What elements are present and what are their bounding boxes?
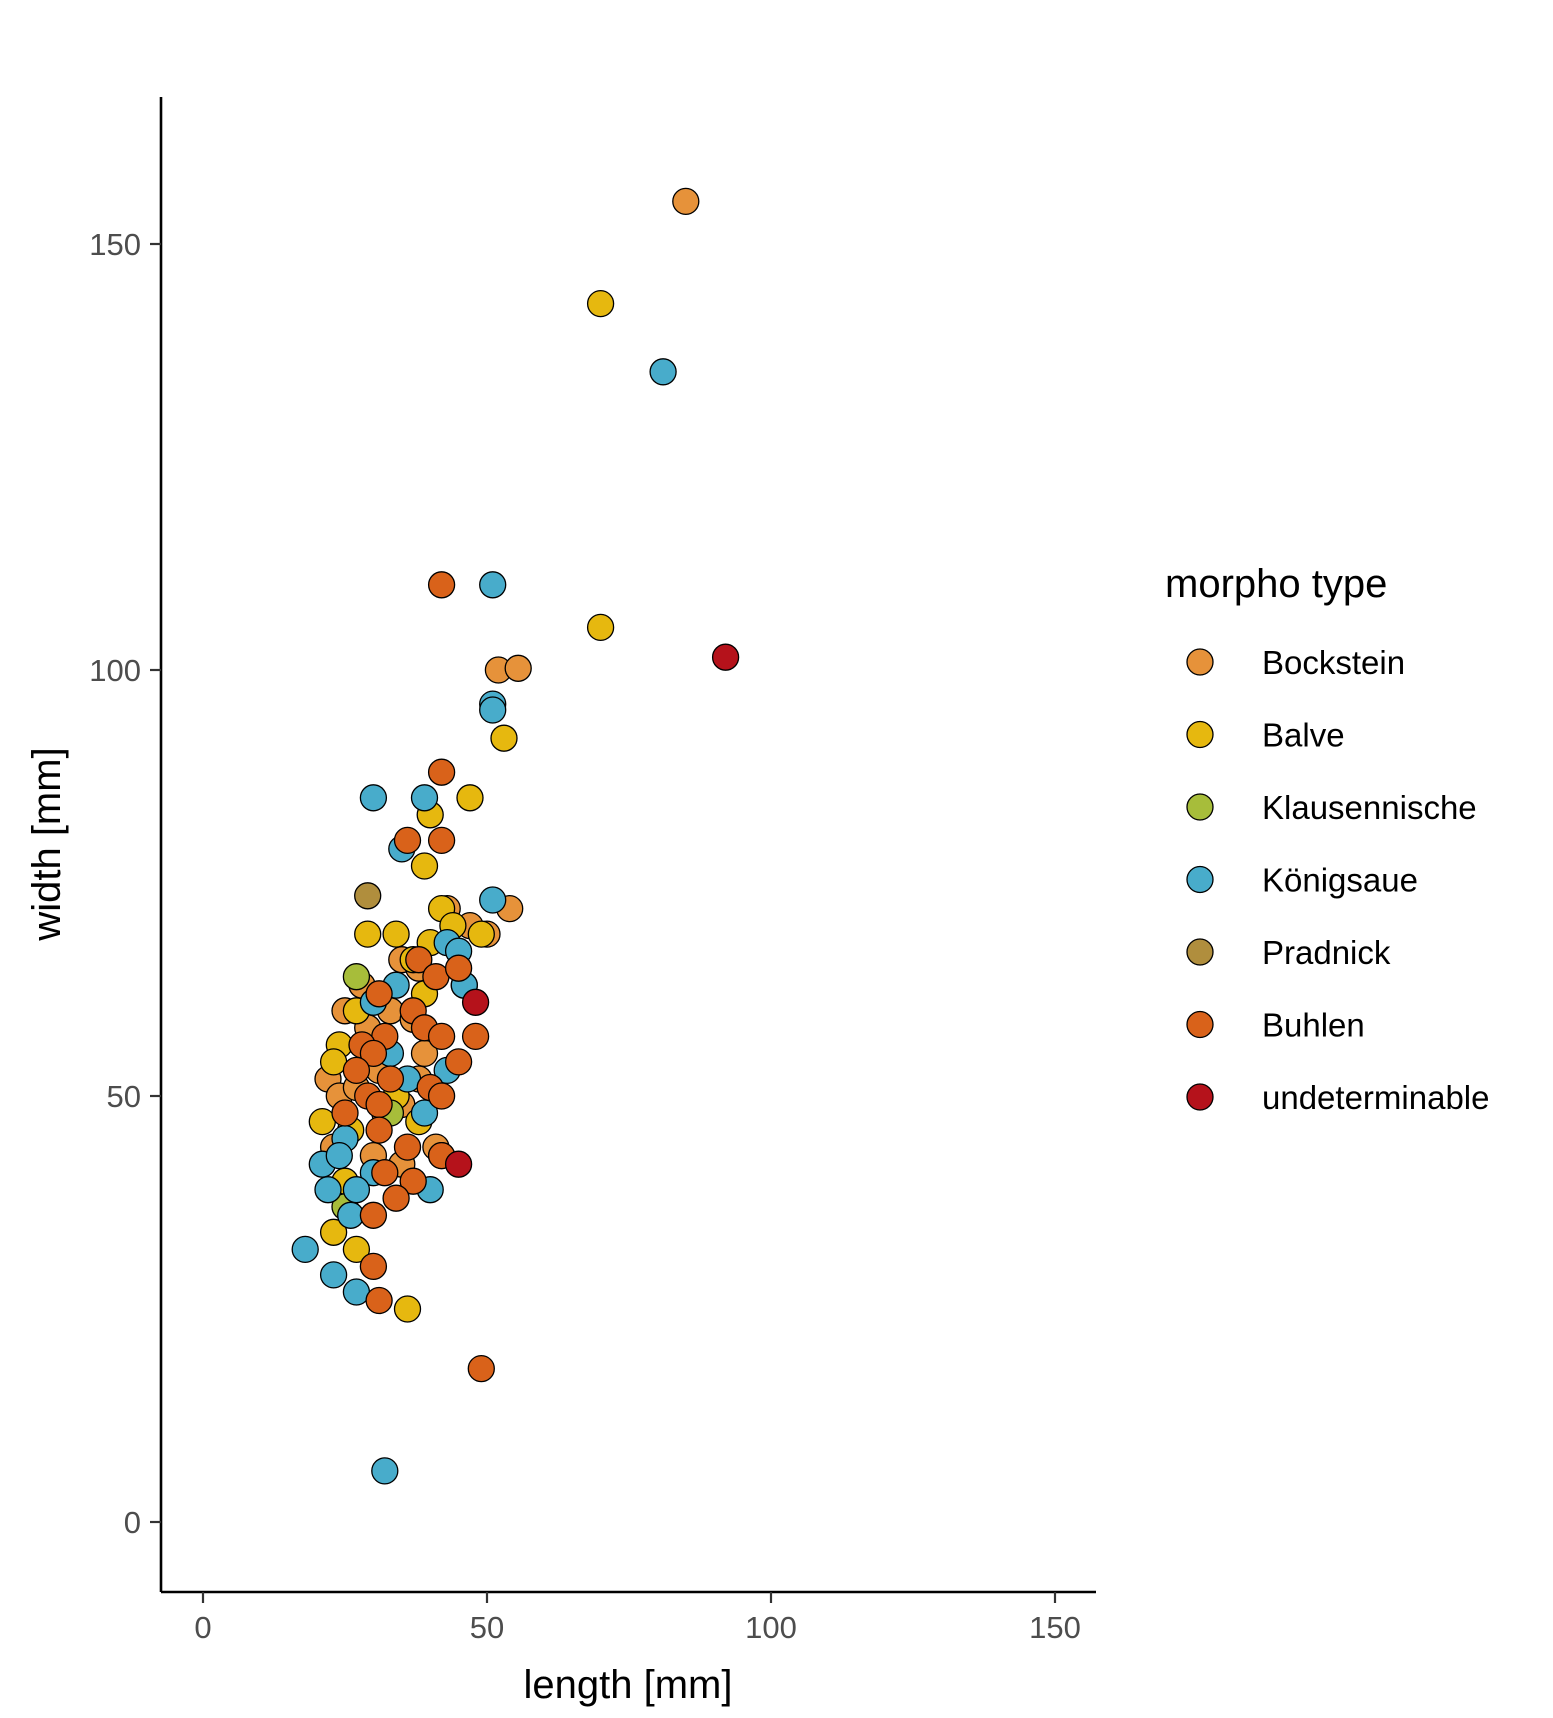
data-point-k-nigsaue [371,1457,399,1485]
data-point-klausennische [342,963,371,991]
data-point-buhlen [444,1048,473,1076]
data-point-buhlen [371,1159,399,1187]
data-point-buhlen [399,1167,427,1195]
data-point-buhlen [359,1201,388,1229]
legend-label-buhlen: Buhlen [1262,1007,1365,1044]
data-point-undeterminable [461,988,490,1016]
data-point-buhlen [365,1286,393,1315]
data-point-balve [319,1218,348,1246]
data-point-balve [354,920,382,948]
x-ticks-layer: 0 50 100 150 [194,1592,1081,1645]
data-point-balve [393,1295,422,1323]
data-point-balve [586,289,615,318]
data-point-buhlen [365,1090,393,1119]
legend-key-pradnick [1186,938,1214,966]
data-point-k-nigsaue [410,784,439,812]
data-point-buhlen [359,1039,388,1068]
y-tick-label: 50 [107,1079,141,1114]
x-tick-label: 0 [194,1610,211,1645]
data-point-buhlen [467,1354,495,1383]
data-point-k-nigsaue [479,696,507,724]
data-point-balve [456,784,484,812]
data-point-buhlen [427,1082,456,1110]
data-point-buhlen [393,826,422,855]
data-point-balve [467,920,495,948]
data-point-k-nigsaue [291,1235,319,1264]
data-point-buhlen [427,571,456,599]
data-point-k-nigsaue [359,784,388,812]
legend-key-k-nigsaue [1186,865,1214,894]
data-point-bockstein [672,187,700,216]
data-point-pradnick [354,882,382,910]
legend-label-balve: Balve [1262,717,1345,754]
legend-key-bockstein [1186,648,1214,676]
data-point-buhlen [427,826,456,855]
data-point-k-nigsaue [319,1261,348,1289]
legend-label-pradnick: Pradnick [1262,934,1391,971]
data-point-bockstein [504,654,532,682]
legend-key-buhlen [1186,1010,1214,1039]
data-point-buhlen [359,1252,388,1281]
y-tick-label: 0 [124,1505,141,1540]
data-point-balve [342,1235,371,1264]
legend-title: morpho type [1165,562,1387,606]
legend-label-k-nigsaue: Königsaue [1262,862,1418,899]
legend-key-klausennische [1186,793,1214,821]
data-point-balve [410,852,439,880]
x-tick-label: 50 [470,1610,504,1645]
data-point-balve [319,1048,348,1076]
data-point-k-nigsaue [410,1099,439,1127]
legend-label-undeterminable: undeterminable [1262,1079,1490,1116]
x-tick-label: 150 [1029,1610,1081,1645]
data-point-k-nigsaue [479,571,507,599]
y-ticks-layer: 0 50 100 150 [89,227,161,1540]
x-tick-label: 100 [745,1610,797,1645]
legend-key-undeterminable [1186,1083,1214,1111]
data-point-balve [382,920,410,948]
data-point-buhlen [342,1056,371,1085]
data-point-buhlen [444,954,473,982]
legend-key-balve [1186,720,1214,749]
data-point-k-nigsaue [479,886,507,914]
data-point-buhlen [461,1022,490,1051]
data-point-k-nigsaue [342,1176,371,1204]
y-tick-label: 150 [89,227,141,262]
data-point-buhlen [365,1116,393,1144]
data-point-balve [490,724,518,752]
data-point-buhlen [331,1099,359,1127]
legend-label-bockstein: Bockstein [1262,644,1405,681]
y-tick-label: 100 [89,653,141,688]
data-point-undeterminable [444,1150,473,1178]
legend-items: Bockstein Balve Klausennische Königsaue Prad… [1186,644,1490,1116]
data-point-buhlen [382,1184,410,1212]
legend: morpho type Bockstein Balve Klausennische K… [1165,562,1490,1116]
data-point-buhlen [376,1065,405,1093]
data-point-k-nigsaue [325,1141,353,1170]
data-point-k-nigsaue [649,358,677,386]
data-point-k-nigsaue [314,1176,342,1204]
data-points-layer [291,187,740,1485]
legend-label-klausennische: Klausennische [1262,789,1477,826]
data-point-balve [586,613,615,642]
data-point-buhlen [427,758,456,786]
data-point-undeterminable [711,643,740,671]
data-point-buhlen [393,1133,422,1161]
x-axis-title: length [mm] [524,1663,733,1707]
data-point-buhlen [405,946,433,974]
y-axis-title: width [mm] [25,747,69,941]
data-point-buhlen [427,1022,456,1051]
data-point-buhlen [365,980,393,1008]
